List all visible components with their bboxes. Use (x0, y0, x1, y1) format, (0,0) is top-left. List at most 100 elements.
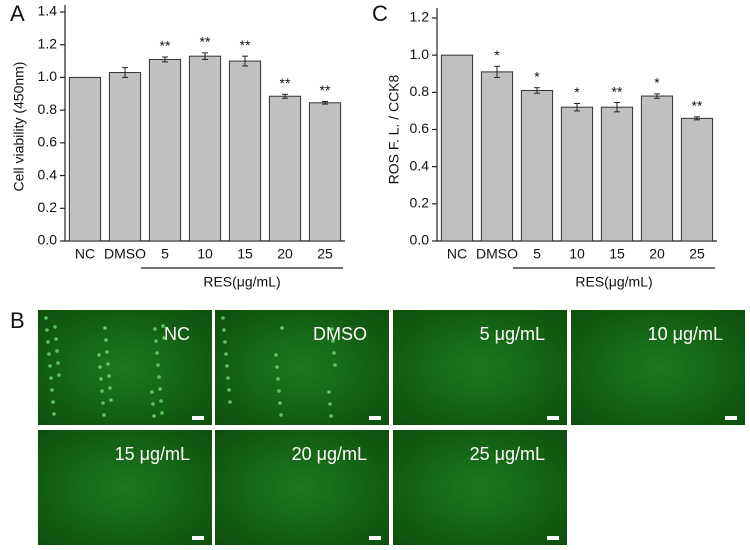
cell-spot (328, 402, 332, 406)
y-axis-label: Cell viability (450nm) (11, 62, 27, 192)
y-tick-label: 0.0 (410, 232, 430, 248)
scale-bar (192, 416, 204, 420)
cell-spot (332, 351, 336, 355)
cell-spot (99, 377, 103, 381)
cell-spot (280, 326, 284, 330)
x-tick-label: 5 (161, 246, 169, 262)
bar (680, 117, 714, 242)
cell-spot (161, 324, 165, 328)
cell-spot (157, 375, 161, 379)
significance-label: ** (280, 75, 291, 91)
cell-spot (327, 390, 331, 394)
x-tick-label: NC (447, 246, 467, 262)
scale-bar (369, 416, 381, 420)
scale-bar (369, 536, 381, 540)
cell-spot (53, 325, 57, 329)
bar (108, 72, 142, 242)
cell-spot (226, 376, 230, 380)
cell-spot (278, 401, 282, 405)
cell-spot (103, 326, 107, 330)
y-tick-label: 0.2 (410, 195, 430, 211)
cell-spot (55, 349, 59, 353)
image-label: NC (164, 324, 190, 344)
y-tick-label: 1.2 (38, 35, 58, 51)
cell-spot (156, 363, 160, 367)
image-label: 15 μg/mL (115, 444, 190, 464)
micrograph (571, 310, 745, 425)
cell-spot (51, 400, 55, 404)
cell-spot (221, 316, 225, 320)
cell-spot (277, 389, 281, 393)
cell-spot (104, 338, 108, 342)
bar (228, 60, 262, 242)
cell-spot (107, 374, 111, 378)
x-tick-label: 15 (609, 246, 625, 262)
y-tick-label: 1.0 (410, 46, 430, 62)
y-tick-label: 1.2 (410, 9, 430, 25)
y-tick-label: 0.2 (38, 199, 58, 215)
y-axis-label: ROS F. L. / CCK8 (386, 74, 402, 184)
image-label: 25 μg/mL (470, 444, 545, 464)
bar (520, 89, 554, 242)
cell-spot (57, 373, 61, 377)
significance-label: ** (612, 83, 623, 99)
bar (68, 76, 102, 242)
scale-bar (547, 536, 559, 540)
cell-spot (155, 351, 159, 355)
cell-spot (49, 376, 53, 380)
scale-bar (547, 416, 559, 420)
image-label: 20 μg/mL (292, 444, 367, 464)
cell-spot (159, 399, 163, 403)
y-tick-label: 1.0 (38, 68, 58, 84)
x-tick-label: 5 (533, 246, 541, 262)
y-tick-label: 1.4 (38, 3, 58, 19)
cell-spot (109, 398, 113, 402)
cell-spot (153, 327, 157, 331)
x-tick-label: 20 (277, 246, 293, 262)
cell-spot (98, 365, 102, 369)
x-tick-label: DMSO (104, 246, 146, 262)
significance-label: * (654, 75, 660, 91)
cell-spot (329, 414, 333, 418)
bar (640, 95, 674, 242)
image-label: 5 μg/mL (480, 324, 545, 344)
y-tick-label: 0.8 (410, 83, 430, 99)
cell-spot (102, 413, 106, 417)
y-tick-label: 0.8 (38, 101, 58, 117)
x-tick-label: NC (75, 246, 95, 262)
significance-label: * (574, 84, 580, 100)
group-label: RES(μg/mL) (203, 274, 280, 290)
x-tick-label: DMSO (476, 246, 518, 262)
significance-label: ** (692, 98, 703, 114)
micrograph (38, 310, 212, 425)
cell-spot (46, 340, 50, 344)
micrograph (393, 310, 567, 425)
significance-label: * (534, 68, 540, 84)
cell-spot (227, 388, 231, 392)
y-tick-label: 0.6 (38, 134, 58, 150)
y-tick-label: 0.4 (38, 166, 58, 182)
x-tick-label: 10 (569, 246, 585, 262)
x-tick-label: 10 (197, 246, 213, 262)
cell-spot (224, 352, 228, 356)
image-label: DMSO (313, 324, 367, 344)
cell-spot (151, 402, 155, 406)
cell-spot (158, 387, 162, 391)
cell-spot (52, 412, 56, 416)
bar (188, 55, 222, 242)
panel-letter: A (10, 1, 25, 26)
significance-label: * (494, 47, 500, 63)
cell-spot (222, 328, 226, 332)
x-tick-label: 20 (649, 246, 665, 262)
cell-spot (44, 316, 48, 320)
scale-bar (725, 416, 737, 420)
cell-spot (275, 365, 279, 369)
cell-spot (50, 388, 54, 392)
cell-spot (100, 389, 104, 393)
significance-label: ** (240, 37, 251, 53)
cell-spot (330, 327, 334, 331)
bar (560, 106, 594, 242)
cell-spot (47, 352, 51, 356)
cell-spot (228, 400, 232, 404)
